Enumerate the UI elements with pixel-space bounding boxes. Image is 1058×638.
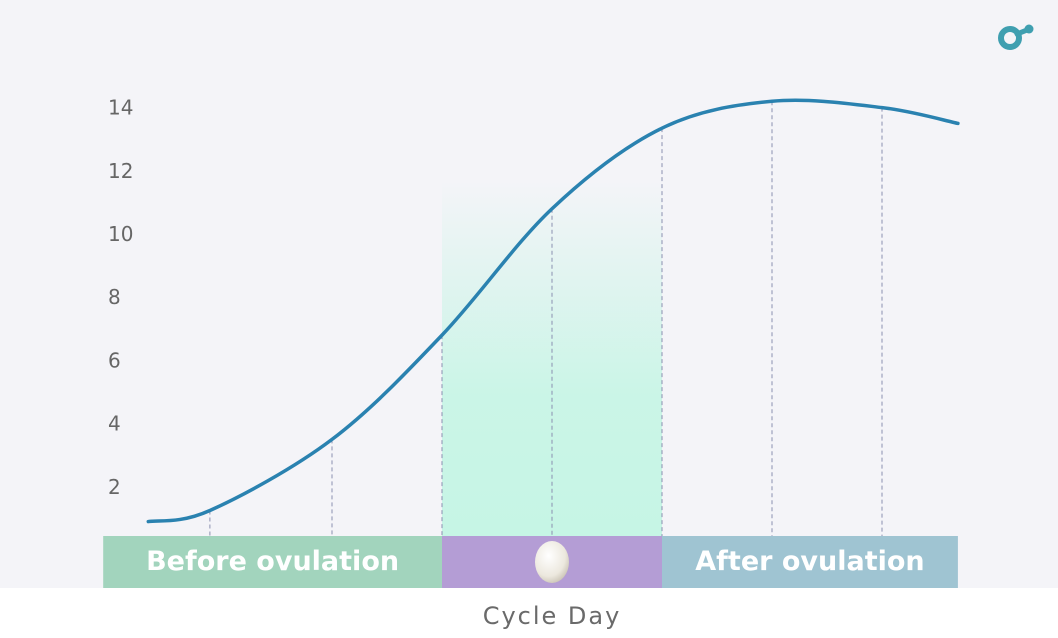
series-line xyxy=(146,98,960,524)
x-axis-label: Cycle Day xyxy=(483,602,622,630)
phase-band xyxy=(103,536,442,588)
footer-area xyxy=(0,588,1058,638)
brand-logo-icon xyxy=(998,24,1034,50)
y-tick-label: 12 xyxy=(108,159,133,183)
y-tick-label: 10 xyxy=(108,222,133,246)
phase-band xyxy=(662,536,958,588)
y-tick-label: 8 xyxy=(108,285,121,309)
phase-label: After ovulation xyxy=(695,546,924,577)
y-tick-label: 6 xyxy=(108,348,121,372)
egg-icon xyxy=(535,541,569,583)
phase-label: Before ovulation xyxy=(146,546,399,577)
y-tick-label: 14 xyxy=(108,96,133,120)
y-tick-label: 4 xyxy=(108,412,121,436)
y-tick-label: 2 xyxy=(108,475,121,499)
